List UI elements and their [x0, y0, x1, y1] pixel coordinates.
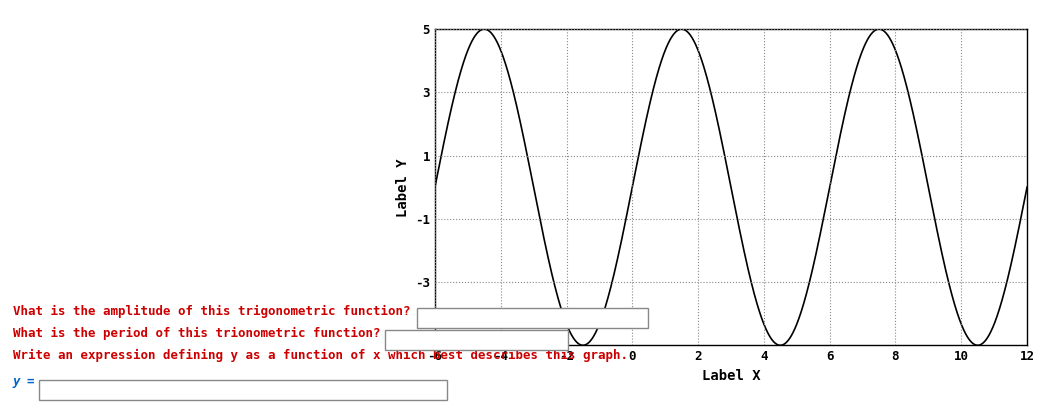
X-axis label: Label X: Label X	[702, 369, 760, 383]
Text: What is the period of this trionometric function?: What is the period of this trionometric …	[13, 327, 380, 340]
Text: y =: y =	[13, 375, 35, 388]
Y-axis label: Label Y: Label Y	[395, 158, 410, 216]
Text: Vhat is the amplitude of this trigonometric function?: Vhat is the amplitude of this trigonomet…	[13, 305, 410, 318]
Text: Write an expression defining y as a function of x which best describes this grap: Write an expression defining y as a func…	[13, 349, 628, 362]
